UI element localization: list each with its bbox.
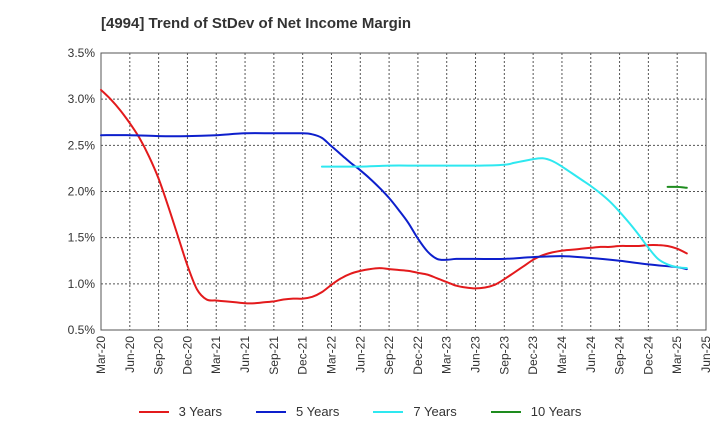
chart-title: [4994] Trend of StDev of Net Income Marg… (101, 15, 412, 32)
series-line-5-years (100, 132, 688, 271)
series-line-10-years (666, 185, 688, 189)
legend-swatch (256, 410, 286, 413)
legend: 3 Years 5 Years 7 Years 10 Years (0, 404, 720, 419)
legend-swatch (490, 410, 521, 413)
legend-item-7-years: 7 Years (373, 404, 457, 419)
y-tick-label: 3.5% (68, 46, 96, 60)
x-tick-label: Mar-20 (94, 336, 108, 374)
y-tick-label: 1.0% (68, 277, 96, 291)
legend-swatch (373, 410, 404, 413)
x-tick-label: Dec-21 (296, 336, 310, 375)
x-tick-label: Dec-23 (526, 336, 540, 375)
x-tick-label: Sep-22 (382, 336, 396, 375)
series-layer (100, 88, 688, 305)
x-tick-label: Jun-25 (699, 336, 713, 373)
x-tick-label: Sep-23 (497, 336, 511, 375)
y-axis-labels: 0.5% 1.0% 1.5% 2.0% 2.5% 3.0% 3.5% (68, 46, 96, 337)
x-tick-label: Mar-24 (555, 336, 569, 374)
x-tick-label: Dec-24 (641, 336, 655, 375)
x-tick-label: Mar-25 (670, 336, 684, 374)
series-line-7-years (320, 157, 688, 270)
legend-label: 3 Years (178, 404, 222, 419)
x-tick-label: Sep-20 (152, 336, 166, 375)
y-tick-label: 2.5% (68, 138, 96, 152)
x-tick-label: Jun-24 (584, 336, 598, 373)
x-tick-label: Dec-20 (180, 336, 194, 375)
plot-area (101, 53, 706, 330)
x-tick-label: Jun-23 (469, 336, 483, 373)
legend-swatch (138, 410, 169, 413)
legend-item-5-years: 5 Years (256, 404, 339, 419)
y-tick-label: 3.0% (68, 92, 96, 106)
x-tick-label: Sep-24 (613, 336, 627, 375)
x-tick-label: Dec-22 (411, 336, 425, 375)
legend-item-3-years: 3 Years (138, 404, 222, 419)
x-axis-labels: Mar-20 Jun-20 Sep-20 Dec-20 Mar-21 Jun-21 Sep-… (94, 336, 713, 375)
legend-label: 7 Years (413, 404, 457, 419)
legend-label: 5 Years (296, 404, 340, 419)
legend-item-10-years: 10 Years (490, 404, 582, 419)
series-line-3-years (100, 88, 688, 305)
y-tick-label: 1.5% (68, 231, 96, 245)
x-tick-label: Sep-21 (267, 336, 281, 375)
y-tick-label: 0.5% (68, 323, 96, 337)
x-tick-label: Jun-20 (123, 336, 137, 373)
x-tick-label: Mar-22 (324, 336, 338, 374)
x-tick-label: Mar-23 (440, 336, 454, 374)
x-tick-label: Jun-21 (238, 336, 252, 373)
y-tick-label: 2.0% (68, 185, 96, 199)
x-tick-label: Mar-21 (209, 336, 223, 374)
legend-label: 10 Years (530, 404, 582, 419)
plot-frame (100, 52, 707, 331)
x-tick-label: Jun-22 (353, 336, 367, 373)
